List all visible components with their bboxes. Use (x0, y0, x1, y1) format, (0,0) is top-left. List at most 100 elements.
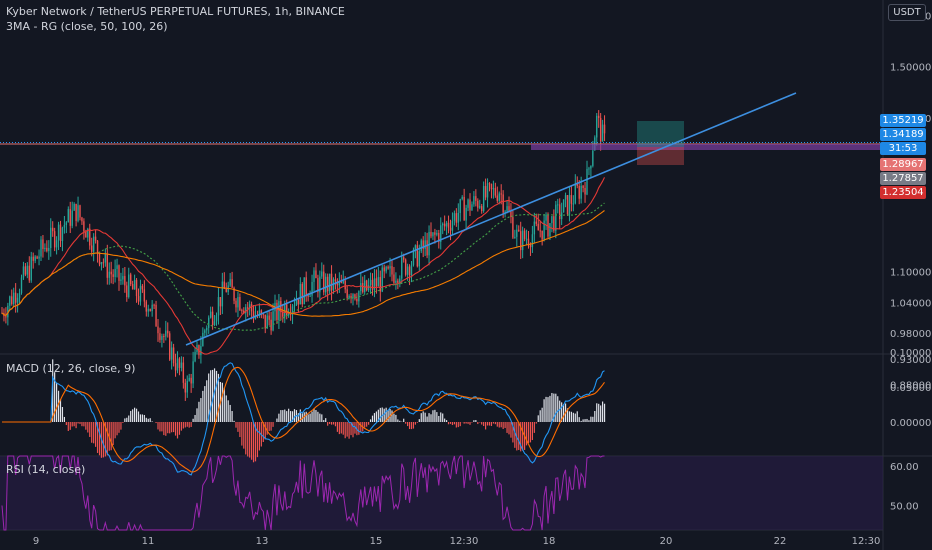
candle-body (48, 247, 50, 252)
candle-body (176, 358, 179, 371)
candle-body (389, 266, 391, 269)
candle-body (475, 196, 477, 201)
candle-body (601, 124, 604, 142)
candle-body (135, 279, 138, 297)
candle-body (243, 310, 245, 314)
candle-body (204, 330, 206, 333)
currency-button[interactable]: USDT (888, 4, 926, 21)
candle-body (397, 280, 399, 283)
candle-body (237, 297, 239, 308)
candle-body (5, 316, 7, 318)
candle-body (428, 231, 430, 256)
candle-body (440, 225, 442, 242)
candle-body (22, 266, 25, 278)
candle-body (443, 223, 446, 227)
position-stop-zone (637, 147, 684, 165)
candle-body (75, 203, 77, 221)
candle-body (416, 245, 419, 267)
time-tick-label: 18 (543, 536, 556, 547)
candle-body (344, 280, 346, 290)
macd-tick-label: 0.10000 (890, 348, 931, 359)
candle-body (422, 240, 424, 249)
candle-body (449, 227, 452, 231)
price-tick-label: 0.88000 (890, 381, 931, 392)
candle-body (20, 277, 23, 293)
candle-body (110, 271, 112, 275)
candle-body (108, 271, 110, 278)
candle-body (412, 249, 415, 266)
candle-body (319, 276, 321, 293)
candle-body (328, 273, 331, 292)
candle-body (87, 228, 89, 238)
ma-fast-line (1, 177, 605, 355)
candle-body (211, 311, 214, 326)
candle-body (7, 305, 9, 318)
candle-body (541, 230, 543, 240)
candle-body (498, 193, 500, 201)
candle-body (223, 281, 225, 289)
candle-body (57, 224, 60, 241)
candle-body (375, 278, 378, 287)
candle-body (590, 165, 592, 169)
candle-body (260, 310, 263, 314)
candle-body (442, 223, 444, 226)
candle-body (551, 216, 553, 224)
candle-body (59, 224, 62, 242)
candle-body (116, 265, 118, 269)
candle-body (424, 240, 426, 249)
candle-body (264, 314, 266, 329)
candle-body (65, 222, 68, 225)
price-tick-label: 0.98000 (890, 329, 931, 340)
price-badge-b: 1.27857 (880, 172, 926, 185)
candle-body (512, 217, 514, 238)
candle-body (276, 302, 278, 321)
candle-body (299, 283, 302, 305)
candle-body (286, 304, 288, 316)
candle-body (200, 346, 202, 356)
candle-body (165, 330, 167, 337)
candle-body (217, 297, 220, 316)
candle-body (496, 195, 498, 201)
candle-body (73, 203, 75, 211)
candle-body (278, 301, 280, 321)
candle-body (289, 313, 292, 315)
signal-line (2, 366, 605, 473)
candle-body (30, 256, 32, 281)
candle-body (447, 222, 450, 228)
candle-body (455, 213, 458, 223)
candle-body (83, 221, 85, 232)
candle-body (379, 277, 381, 292)
candle-body (147, 308, 149, 312)
candle-body (469, 199, 471, 211)
candle-body (365, 280, 368, 291)
candle-body (192, 361, 194, 384)
candle-body (570, 195, 573, 204)
candle-body (186, 380, 188, 393)
candle-body (467, 199, 469, 208)
candle-body (576, 184, 578, 186)
candle-body (459, 199, 461, 213)
candle-body (463, 196, 465, 221)
candle-body (560, 212, 563, 220)
price-badge-c: 1.23504 (880, 186, 926, 199)
candle-body (282, 312, 284, 317)
candle-body (16, 297, 19, 303)
candle-body (330, 273, 333, 291)
candle-body (562, 199, 565, 213)
candle-body (506, 206, 508, 212)
candle-body (174, 363, 177, 371)
price-tick-label: 1.50000 (890, 63, 931, 74)
candle-body (301, 283, 303, 305)
candle-body (471, 204, 473, 211)
candle-body (36, 256, 38, 259)
candle-body (484, 186, 487, 198)
candle-body (272, 311, 274, 331)
candle-body (399, 278, 401, 283)
candle-body (163, 336, 165, 338)
candle-body (172, 347, 175, 364)
candle-body (504, 211, 506, 213)
candle-body (338, 280, 341, 286)
candle-body (598, 115, 600, 118)
candle-body (566, 195, 569, 215)
